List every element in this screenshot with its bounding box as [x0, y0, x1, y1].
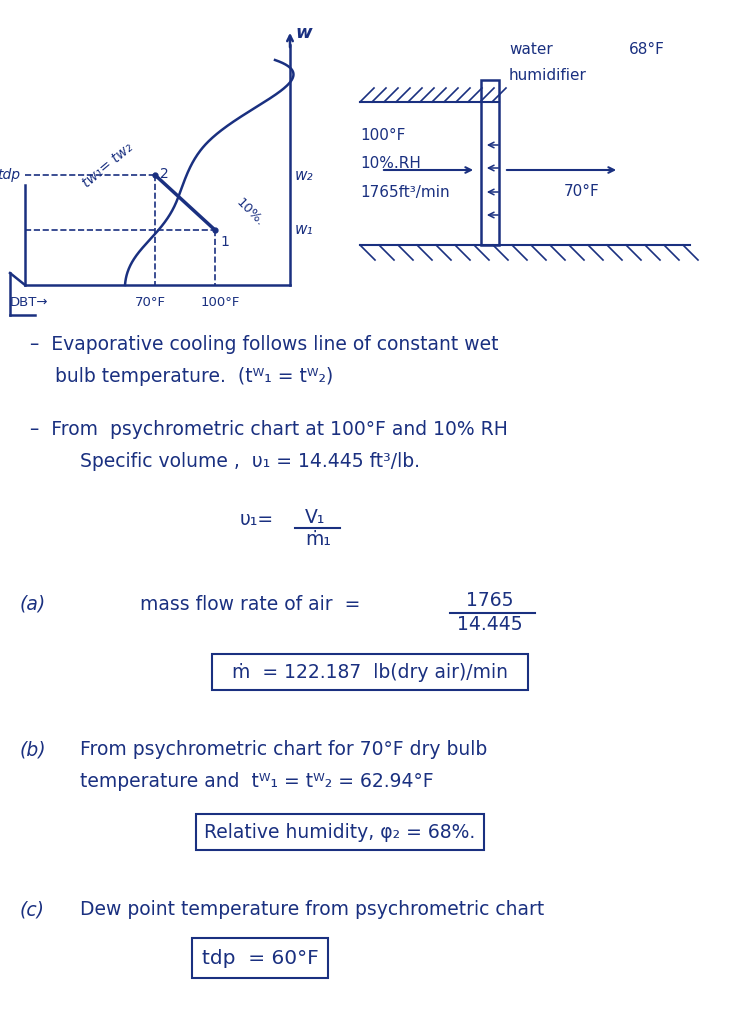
Text: w: w [295, 24, 312, 42]
Text: Specific volume ,  υ₁ = 14.445 ft³/lb.: Specific volume , υ₁ = 14.445 ft³/lb. [80, 452, 420, 471]
Text: tdp  = 60°F: tdp = 60°F [202, 948, 318, 968]
Text: tw₁= tw₂: tw₁= tw₂ [80, 140, 136, 190]
Text: 14.445: 14.445 [457, 615, 523, 634]
Text: –  Evaporative cooling follows line of constant wet: – Evaporative cooling follows line of co… [30, 335, 498, 354]
Text: 2: 2 [160, 167, 169, 181]
Text: Relative humidity, φ₂ = 68%.: Relative humidity, φ₂ = 68%. [204, 822, 475, 842]
Text: V₁: V₁ [305, 508, 325, 527]
Text: 70°F: 70°F [564, 184, 600, 200]
Text: humidifier: humidifier [509, 68, 587, 83]
Text: water: water [509, 43, 553, 57]
Text: ṁ  = 122.187  lb(dry air)/min: ṁ = 122.187 lb(dry air)/min [220, 663, 520, 682]
Bar [481, 80, 499, 245]
Text: –  From  psychrometric chart at 100°F and 10% RH: – From psychrometric chart at 100°F and … [30, 420, 508, 439]
Text: 70°F: 70°F [134, 297, 166, 309]
Text: Dew point temperature from psychrometric chart: Dew point temperature from psychrometric… [80, 900, 544, 919]
Text: 68°F: 68°F [629, 43, 665, 57]
Text: 100°F: 100°F [200, 297, 240, 309]
Text: 10%.RH: 10%.RH [360, 156, 421, 171]
Text: 1765: 1765 [467, 591, 514, 610]
Text: (a): (a) [20, 595, 46, 614]
Text: mass flow rate of air  =: mass flow rate of air = [140, 595, 360, 614]
Text: 1765ft³/min: 1765ft³/min [360, 184, 450, 200]
Text: ṁ₁: ṁ₁ [305, 530, 331, 549]
Text: (c): (c) [20, 900, 45, 919]
Text: 1: 1 [220, 234, 229, 249]
Text: 10%.: 10%. [233, 196, 266, 228]
Text: DBT→: DBT→ [10, 297, 49, 309]
Text: bulb temperature.  (tᵂ₁ = tᵂ₂): bulb temperature. (tᵂ₁ = tᵂ₂) [55, 367, 333, 386]
Text: From psychrometric chart for 70°F dry bulb: From psychrometric chart for 70°F dry bu… [80, 740, 487, 759]
Text: (b): (b) [20, 740, 46, 759]
Text: 100°F: 100°F [360, 128, 405, 142]
Text: w₁: w₁ [295, 222, 314, 238]
Text: tdp: tdp [0, 168, 20, 182]
Text: w₂: w₂ [295, 168, 314, 182]
Text: temperature and  tᵂ₁ = tᵂ₂ = 62.94°F: temperature and tᵂ₁ = tᵂ₂ = 62.94°F [80, 772, 433, 791]
Text: υ₁=: υ₁= [240, 510, 274, 529]
